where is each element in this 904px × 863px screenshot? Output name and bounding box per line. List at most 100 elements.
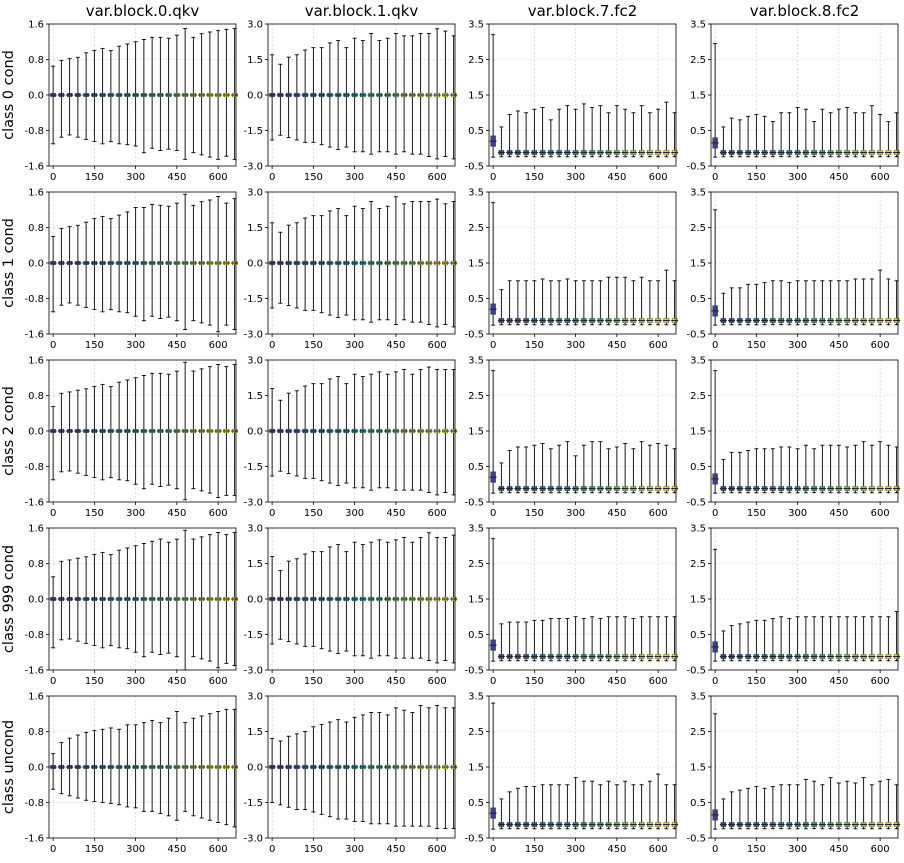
x-tick-label: 150 bbox=[304, 508, 323, 519]
x-tick-label: 450 bbox=[386, 340, 405, 351]
y-tick-label: 1.6 bbox=[28, 356, 44, 367]
y-tick-label: 2.5 bbox=[468, 55, 484, 66]
x-tick-label: 150 bbox=[304, 340, 323, 351]
y-tick-label: 3.0 bbox=[247, 692, 263, 703]
x-tick-label: 300 bbox=[566, 844, 585, 855]
x-tick-label: 150 bbox=[525, 340, 544, 351]
y-tick-label: 0.0 bbox=[28, 91, 44, 102]
panel-r1-c2: 3.5 2.5 1.5 0.5 -0.5 0 150 300 450 600 bbox=[464, 188, 679, 351]
x-tick-label: 450 bbox=[829, 676, 848, 687]
column-title-0: var.block.0.qkv bbox=[86, 2, 200, 20]
y-tick-label: 0.0 bbox=[28, 595, 44, 606]
y-tick-label: 0.0 bbox=[247, 595, 263, 606]
y-tick-label: 3.5 bbox=[690, 20, 706, 31]
x-tick-label: 450 bbox=[386, 172, 405, 183]
x-tick-label: 150 bbox=[747, 508, 766, 519]
y-tick-label: 1.5 bbox=[468, 427, 484, 438]
x-tick-label: 0 bbox=[712, 844, 718, 855]
panel-r0-c3: 3.5 2.5 1.5 0.5 -0.5 0 150 300 450 600 bbox=[686, 20, 901, 183]
x-tick-label: 300 bbox=[788, 172, 807, 183]
y-tick-label: -1.5 bbox=[243, 798, 263, 809]
y-tick-label: 2.5 bbox=[468, 223, 484, 234]
x-tick-label: 450 bbox=[386, 508, 405, 519]
x-tick-label: 450 bbox=[167, 340, 186, 351]
y-tick-label: -1.5 bbox=[243, 126, 263, 137]
x-tick-label: 0 bbox=[490, 508, 496, 519]
x-tick-label: 600 bbox=[209, 508, 228, 519]
x-tick-label: 600 bbox=[209, 172, 228, 183]
x-tick-label: 450 bbox=[167, 844, 186, 855]
x-tick-label: 450 bbox=[607, 172, 626, 183]
y-tick-label: 0.5 bbox=[690, 462, 706, 473]
x-tick-label: 600 bbox=[649, 676, 668, 687]
x-tick-label: 450 bbox=[829, 172, 848, 183]
y-tick-label: 0.5 bbox=[468, 126, 484, 137]
y-tick-label: 3.0 bbox=[247, 356, 263, 367]
y-tick-label: -0.5 bbox=[464, 498, 484, 509]
x-tick-label: 150 bbox=[85, 508, 104, 519]
x-tick-label: 300 bbox=[126, 340, 145, 351]
y-tick-label: 0.5 bbox=[690, 294, 706, 305]
x-tick-label: 300 bbox=[788, 844, 807, 855]
panel-r1-c1: 3.0 1.5 0.0 -1.5 -3.0 0 150 300 450 600 bbox=[243, 188, 458, 351]
x-tick-label: 150 bbox=[85, 340, 104, 351]
x-tick-label: 600 bbox=[428, 340, 447, 351]
y-tick-label: 1.5 bbox=[468, 259, 484, 270]
y-tick-label: 0.0 bbox=[28, 427, 44, 438]
y-tick-label: 2.5 bbox=[690, 391, 706, 402]
panel-r3-c0: 1.6 0.8 0.0 -0.8 -1.6 0 150 300 450 600 bbox=[24, 524, 239, 687]
x-tick-label: 300 bbox=[566, 676, 585, 687]
x-tick-label: 0 bbox=[712, 508, 718, 519]
x-tick-label: 0 bbox=[269, 508, 275, 519]
panel-r0-c0: 1.6 0.8 0.0 -0.8 -1.6 0 150 300 450 600 bbox=[24, 20, 239, 183]
panel-r3-c2: 3.5 2.5 1.5 0.5 -0.5 0 150 300 450 600 bbox=[464, 524, 679, 687]
x-tick-label: 300 bbox=[126, 172, 145, 183]
x-tick-label: 0 bbox=[50, 508, 56, 519]
x-tick-label: 600 bbox=[871, 172, 890, 183]
x-tick-label: 300 bbox=[345, 844, 364, 855]
y-tick-label: -1.6 bbox=[24, 162, 44, 173]
x-tick-label: 150 bbox=[85, 844, 104, 855]
panel-r4-c0: 1.6 0.8 0.0 -0.8 -1.6 0 150 300 450 600 bbox=[24, 692, 239, 855]
y-tick-label: 3.0 bbox=[247, 20, 263, 31]
y-tick-label: 0.5 bbox=[468, 294, 484, 305]
x-tick-label: 600 bbox=[209, 676, 228, 687]
y-tick-label: 0.5 bbox=[468, 798, 484, 809]
y-tick-label: 1.5 bbox=[468, 763, 484, 774]
x-tick-label: 0 bbox=[490, 340, 496, 351]
y-tick-label: 0.0 bbox=[28, 763, 44, 774]
y-tick-label: 1.5 bbox=[247, 223, 263, 234]
x-tick-label: 300 bbox=[345, 508, 364, 519]
x-tick-label: 0 bbox=[269, 844, 275, 855]
panel-r0-c1: 3.0 1.5 0.0 -1.5 -3.0 0 150 300 450 600 bbox=[243, 20, 458, 183]
x-tick-label: 150 bbox=[747, 340, 766, 351]
y-tick-label: 2.5 bbox=[468, 559, 484, 570]
y-tick-label: 3.5 bbox=[690, 524, 706, 535]
x-tick-label: 150 bbox=[525, 508, 544, 519]
x-tick-label: 300 bbox=[566, 172, 585, 183]
row-title-4: class uncond bbox=[1, 720, 17, 814]
y-tick-label: 0.8 bbox=[28, 55, 44, 66]
y-tick-label: -0.5 bbox=[686, 162, 706, 173]
x-tick-label: 600 bbox=[428, 508, 447, 519]
y-tick-label: -0.8 bbox=[24, 462, 44, 473]
y-tick-label: -1.6 bbox=[24, 834, 44, 845]
x-tick-label: 300 bbox=[566, 340, 585, 351]
y-tick-label: 0.8 bbox=[28, 727, 44, 738]
y-tick-label: 0.8 bbox=[28, 223, 44, 234]
x-tick-label: 150 bbox=[304, 676, 323, 687]
x-tick-label: 300 bbox=[788, 676, 807, 687]
x-tick-label: 150 bbox=[304, 844, 323, 855]
y-tick-label: 3.5 bbox=[468, 356, 484, 367]
y-tick-label: 1.5 bbox=[690, 763, 706, 774]
y-tick-label: 0.0 bbox=[247, 427, 263, 438]
x-tick-label: 300 bbox=[126, 844, 145, 855]
y-tick-label: -3.0 bbox=[243, 498, 263, 509]
x-tick-label: 450 bbox=[607, 508, 626, 519]
x-tick-label: 0 bbox=[490, 676, 496, 687]
y-tick-label: -1.6 bbox=[24, 498, 44, 509]
y-tick-label: 0.5 bbox=[690, 630, 706, 641]
x-tick-label: 450 bbox=[167, 676, 186, 687]
y-tick-label: -1.5 bbox=[243, 630, 263, 641]
y-tick-label: -0.5 bbox=[464, 834, 484, 845]
